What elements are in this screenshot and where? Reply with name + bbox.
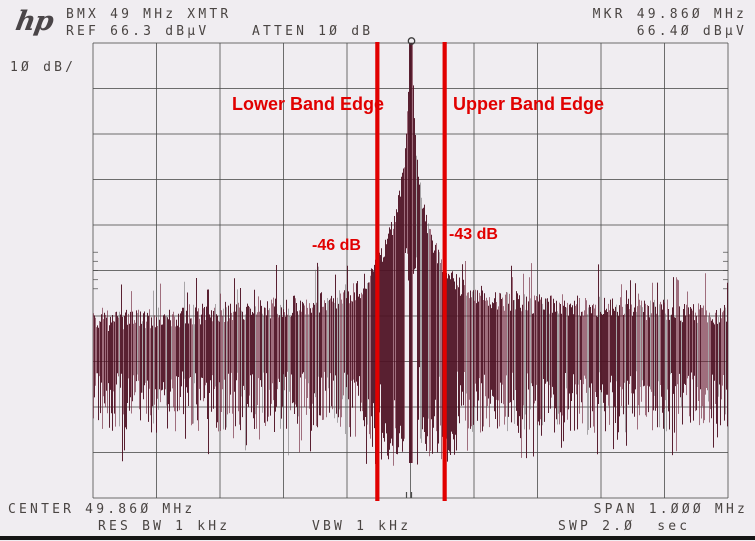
lower-band-edge-label: Lower Band Edge [232,94,385,114]
marker-level-readout: 66.4Ø dBµV [636,24,747,39]
lower-edge-level-label: -46 dB [312,237,361,254]
ref-level-readout: REF 66.3 dBµV [66,24,210,39]
upper-edge-level-label: -43 dB [449,226,498,243]
atten-readout: ATTEN 1Ø dB [252,24,374,39]
span-readout: SPAN 1.ØØØ MHz [593,502,748,517]
res-bw-readout: RES BW 1 kHz [98,519,231,534]
trace-texture-light [93,43,724,466]
sweep-readout: SWP 2.Ø sec [558,519,691,534]
vbw-readout: VBW 1 kHz [312,519,412,534]
scan-edge-bar [0,536,755,540]
vertical-scale-readout: 1Ø dB/ [10,60,77,75]
trace-title: BMX 49 MHz XMTR [66,7,232,22]
upper-band-edge-label: Upper Band Edge [453,94,605,114]
trace-texture-gray [119,155,726,456]
center-freq-readout: CENTER 49.86Ø MHz [8,502,196,517]
spectrum-trace [94,43,728,465]
peak-marker-icon [407,37,416,45]
marker-freq-readout: MKR 49.86Ø MHz [592,7,747,22]
